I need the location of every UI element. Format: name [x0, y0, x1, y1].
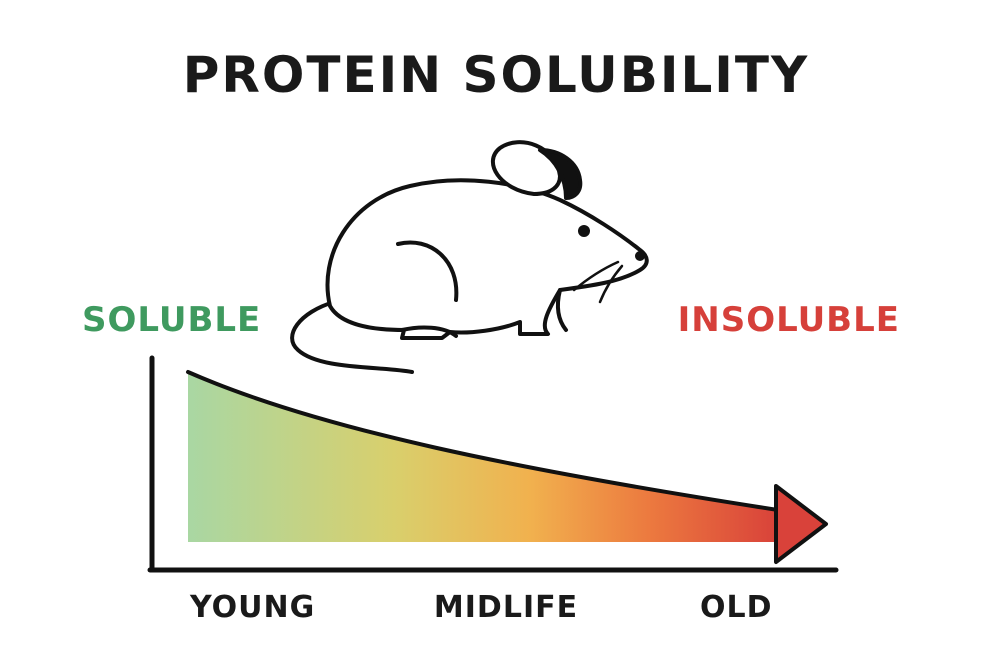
page-title: PROTEIN SOLUBILITY — [182, 46, 810, 104]
solubility-curve — [186, 370, 780, 512]
mouse-icon — [290, 140, 649, 374]
insoluble-label: INSOLUBLE — [677, 300, 900, 340]
x-label-old: OLD — [700, 590, 773, 625]
arrow-right-icon — [774, 484, 828, 564]
solubility-area — [188, 372, 778, 542]
x-label-young: YOUNG — [190, 590, 316, 625]
x-label-midlife: MIDLIFE — [433, 590, 579, 625]
soluble-label: SOLUBLE — [82, 300, 262, 340]
